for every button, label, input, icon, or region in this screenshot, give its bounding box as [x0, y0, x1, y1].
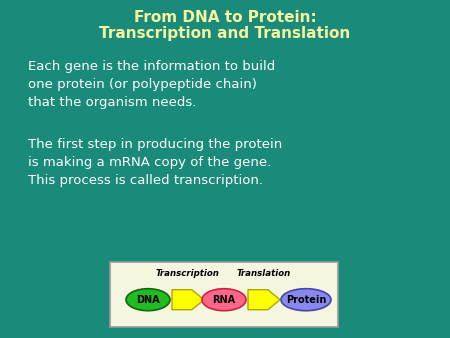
Text: Transcription: Transcription: [156, 269, 220, 278]
Text: DNA: DNA: [136, 295, 160, 305]
Ellipse shape: [281, 289, 331, 311]
Text: The first step in producing the protein
is making a mRNA copy of the gene.
This : The first step in producing the protein …: [28, 138, 282, 187]
Text: Each gene is the information to build
one protein (or polypeptide chain)
that th: Each gene is the information to build on…: [28, 60, 275, 109]
Polygon shape: [248, 290, 280, 310]
FancyBboxPatch shape: [110, 262, 338, 327]
Text: Translation: Translation: [237, 269, 291, 278]
Ellipse shape: [126, 289, 170, 311]
Ellipse shape: [202, 289, 246, 311]
Text: From DNA to Protein:: From DNA to Protein:: [134, 10, 316, 25]
Text: Protein: Protein: [286, 295, 326, 305]
Text: Transcription and Translation: Transcription and Translation: [99, 26, 351, 41]
Text: RNA: RNA: [212, 295, 235, 305]
Polygon shape: [172, 290, 204, 310]
